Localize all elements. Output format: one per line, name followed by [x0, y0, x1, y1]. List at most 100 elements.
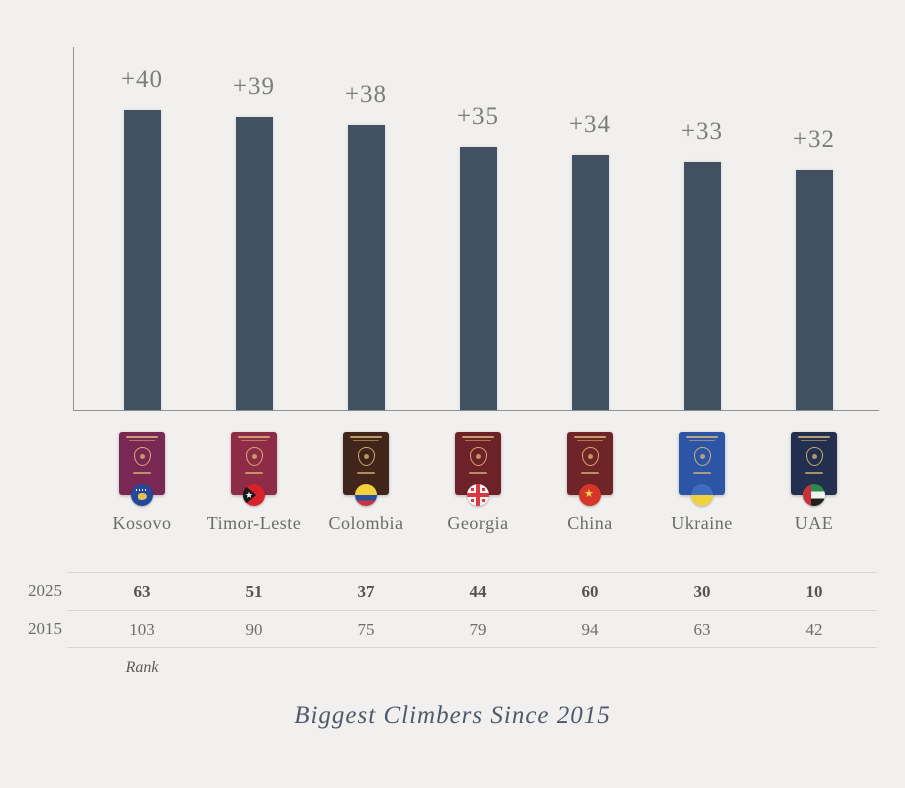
country-label: Georgia — [447, 513, 509, 533]
passport-subtitle-text — [129, 440, 155, 441]
country-label: Kosovo — [112, 513, 172, 533]
bar-value-label: +38 — [344, 81, 388, 108]
passport-subtitle-text — [465, 440, 491, 441]
bar-georgia — [459, 147, 497, 410]
passport-bottom-text — [244, 472, 264, 474]
rank-2025-cell: 63 — [133, 582, 151, 601]
rank-2015-cell: 103 — [129, 620, 155, 639]
chart-title: Biggest Climbers Since 2015 — [294, 702, 611, 729]
bar-column-ukraine: +33 — [646, 47, 758, 410]
passport-bottom-text — [468, 472, 488, 474]
bar-ukraine — [683, 162, 721, 410]
passport-cell — [86, 432, 198, 507]
rank-2025-cell: 60 — [581, 582, 599, 601]
bar-value-label: +40 — [120, 66, 164, 93]
passport-ukraine — [679, 432, 725, 506]
passport-emblem-icon — [133, 447, 151, 466]
passport-cell — [758, 432, 870, 507]
rank-2015-cell: 94 — [581, 620, 599, 639]
passport-subtitle-text — [241, 440, 267, 441]
table-divider-middle — [67, 610, 877, 611]
passports-row — [86, 432, 870, 507]
passport-top-text — [797, 436, 831, 438]
china-flag-icon — [579, 484, 601, 506]
rank-2015-cell: 90 — [245, 620, 263, 639]
bar-kosovo — [123, 110, 161, 410]
bar-column-kosovo: +40 — [86, 47, 198, 410]
row-label-2015: 2015 — [28, 619, 62, 638]
bar-column-georgia: +35 — [422, 47, 534, 410]
passport-emblem-icon — [245, 447, 263, 466]
passport-uae — [791, 432, 837, 506]
country-labels-row: Kosovo Timor-Leste Colombia Georgia China Ukr… — [86, 513, 870, 534]
bar-value-label: +32 — [792, 126, 836, 153]
passport-cell — [310, 432, 422, 507]
bar-column-uae: +32 — [758, 47, 870, 410]
passport-bottom-text — [692, 472, 712, 474]
country-label: China — [567, 513, 613, 533]
passport-top-text — [125, 436, 159, 438]
passport-emblem-icon — [805, 447, 823, 466]
georgia-flag-icon — [467, 484, 489, 506]
row-label-2025: 2025 — [28, 581, 62, 600]
country-label: Colombia — [328, 513, 404, 533]
passport-subtitle-text — [577, 440, 603, 441]
passport-subtitle-text — [801, 440, 827, 441]
passport-cell — [422, 432, 534, 507]
country-label: Timor-Leste — [206, 513, 302, 533]
rank-2025-cell: 44 — [469, 582, 487, 601]
rank-2025-cell: 30 — [693, 582, 711, 601]
passport-top-text — [237, 436, 271, 438]
rank-2015-cell: 79 — [469, 620, 487, 639]
bar-column-colombia: +38 — [310, 47, 422, 410]
bar-uae — [795, 170, 833, 410]
passport-china — [567, 432, 613, 506]
uae-flag-icon — [803, 484, 825, 506]
passport-top-text — [349, 436, 383, 438]
passport-georgia — [455, 432, 501, 506]
passport-cell — [646, 432, 758, 507]
rank-2025-cell: 51 — [245, 582, 263, 601]
table-divider-top — [67, 572, 877, 573]
passport-top-text — [461, 436, 495, 438]
passport-bottom-text — [804, 472, 824, 474]
rank-2015-cell: 42 — [805, 620, 823, 639]
bar-china — [571, 155, 609, 410]
passport-subtitle-text — [689, 440, 715, 441]
rank-2015-cell: 63 — [693, 620, 711, 639]
bar-timor-leste — [235, 117, 273, 410]
passport-emblem-icon — [357, 447, 375, 466]
y-axis-line — [73, 47, 74, 411]
bar-value-label: +39 — [232, 73, 276, 100]
bar-value-label: +33 — [680, 118, 724, 145]
country-label: UAE — [794, 513, 834, 533]
rank-row-2015: 103 90 75 79 94 63 42 — [86, 620, 870, 640]
passport-timor-leste — [231, 432, 277, 506]
rank-axis-caption: Rank — [125, 659, 159, 676]
timor-leste-flag-icon — [243, 484, 265, 506]
passport-bottom-text — [356, 472, 376, 474]
rank-2015-cell: 75 — [357, 620, 375, 639]
bar-colombia — [347, 125, 385, 410]
colombia-flag-icon — [355, 484, 377, 506]
rank-row-2025: 63 51 37 44 60 30 10 — [86, 582, 870, 602]
passport-top-text — [573, 436, 607, 438]
rank-2025-cell: 10 — [805, 582, 823, 601]
bars-row: +40 +39 +38 +35 +34 +33 +32 — [86, 47, 870, 410]
x-axis-line — [73, 410, 879, 411]
passport-cell — [198, 432, 310, 507]
bar-value-label: +35 — [456, 103, 500, 130]
passport-colombia — [343, 432, 389, 506]
passport-emblem-icon — [469, 447, 487, 466]
rank-2025-cell: 37 — [357, 582, 375, 601]
table-divider-bottom — [67, 647, 877, 648]
bar-column-china: +34 — [534, 47, 646, 410]
passport-emblem-icon — [693, 447, 711, 466]
passport-bottom-text — [132, 472, 152, 474]
passport-cell — [534, 432, 646, 507]
passport-kosovo — [119, 432, 165, 506]
bar-column-timor-leste: +39 — [198, 47, 310, 410]
ukraine-flag-icon — [691, 484, 713, 506]
passport-bottom-text — [580, 472, 600, 474]
passport-subtitle-text — [353, 440, 379, 441]
